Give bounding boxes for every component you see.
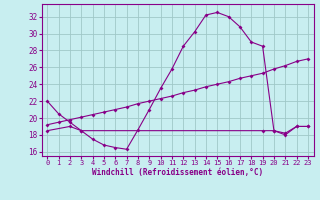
X-axis label: Windchill (Refroidissement éolien,°C): Windchill (Refroidissement éolien,°C) [92, 168, 263, 177]
